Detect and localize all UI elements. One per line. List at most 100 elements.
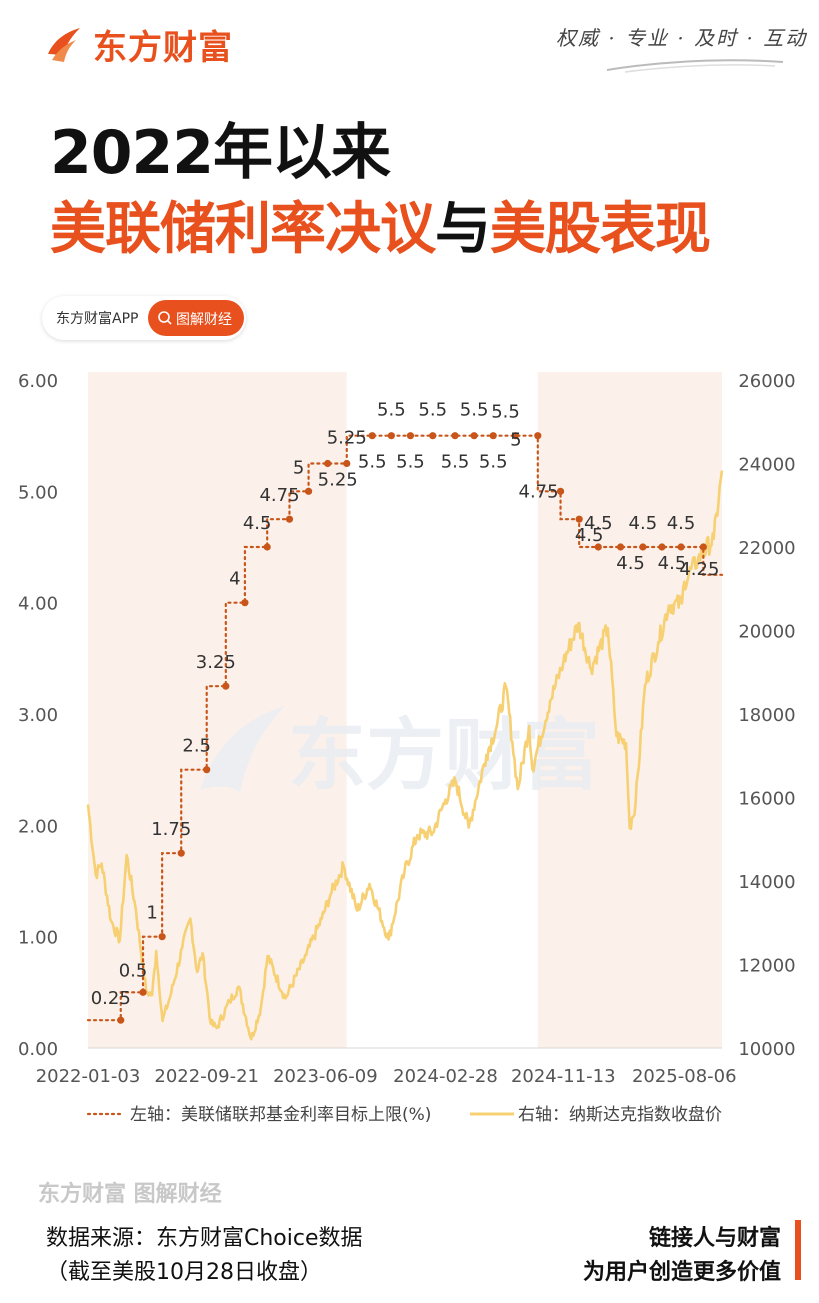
left-tick-label: 5.00 (18, 482, 58, 503)
rate-data-label: 5.25 (318, 470, 358, 491)
rate-marker (594, 543, 602, 551)
rate-data-label: 0.5 (119, 960, 148, 981)
title-us-stocks: 美股表现 (490, 197, 711, 262)
right-tick-label: 18000 (738, 705, 795, 726)
x-tick-label: 2023-06-09 (273, 1066, 378, 1087)
rate-marker (470, 432, 478, 440)
legend-nasdaq-label: 右轴：纳斯达克指数收盘价 (518, 1105, 722, 1125)
rate-marker (304, 487, 313, 495)
watermark-logo-icon (200, 706, 285, 792)
rate-data-label: 5.5 (377, 400, 406, 421)
rate-data-labels: 0.250.511.752.53.2544.54.7555.255.255.55… (91, 400, 720, 1010)
nasdaq-line (86, 470, 724, 1041)
legend: 左轴：美联储联邦基金利率目标上限(%) 右轴：纳斯达克指数收盘价 (86, 1105, 722, 1125)
data-cutoff-note: （截至美股10月28日收盘） (46, 1260, 322, 1285)
legend-rate-label: 左轴：美联储联邦基金利率目标上限(%) (130, 1105, 431, 1125)
left-tick-label: 3.00 (18, 705, 58, 726)
shaded-period-0 (88, 372, 347, 1048)
rate-marker (285, 515, 294, 523)
rate-marker (203, 766, 211, 774)
rate-data-label: 1 (146, 903, 157, 924)
rate-data-label: 5.5 (460, 400, 489, 421)
slogan-swoosh-decoration (606, 59, 784, 73)
slogan: 权威 · 专业 · 及时 · 互动 (556, 26, 808, 50)
tujie-caijing-label: 图解财经 (176, 312, 232, 328)
footer-watermark: 东方财富 图解财经 (38, 1182, 222, 1207)
chart-watermark: 东方财富 (200, 706, 600, 801)
rate-marker (616, 543, 625, 551)
rate-marker (429, 432, 437, 440)
rate-marker (451, 432, 459, 440)
shaded-period-1 (537, 372, 722, 1048)
tagline-2: 为用户创造更多价值 (582, 1260, 781, 1285)
search-icon (158, 311, 172, 325)
rate-marker (575, 515, 583, 523)
rate-data-label: 4.5 (584, 513, 613, 534)
rate-marker (324, 459, 332, 468)
tagline-1: 链接人与财富 (648, 1226, 781, 1251)
rate-data-label: 5.5 (479, 452, 508, 473)
rate-marker (263, 543, 271, 551)
tujie-caijing-button[interactable]: 图解财经 (148, 300, 244, 336)
rate-data-label: 4.5 (575, 525, 604, 546)
rate-marker (699, 543, 707, 551)
fed-rate-nasdaq-chart: 东方财富 0.001.002.003.004.005.006.001000012… (18, 371, 796, 1125)
rate-data-label: 5.5 (396, 452, 425, 473)
x-tick-label: 2024-11-13 (511, 1066, 616, 1087)
right-tick-label: 20000 (738, 622, 795, 643)
rate-data-label: 0.25 (91, 988, 131, 1009)
rate-data-label: 3.25 (196, 652, 236, 673)
app-pill[interactable]: 东方财富APP 图解财经 (42, 296, 246, 340)
left-tick-label: 1.00 (18, 928, 58, 949)
rate-marker (139, 988, 147, 996)
watermark-text: 东方财富 (288, 711, 600, 801)
rate-data-label: 5 (510, 430, 521, 451)
rate-marker (368, 432, 376, 440)
page-title-line1: 2022年以来 (50, 118, 391, 188)
rate-marker (222, 682, 230, 690)
rate-data-label: 5.5 (418, 400, 447, 421)
rate-data-label: 4 (229, 569, 240, 590)
data-source: 数据来源：东方财富Choice数据 (46, 1226, 363, 1251)
rate-data-label: 5.5 (491, 402, 520, 423)
nasdaq-series (86, 470, 724, 1041)
left-tick-label: 6.00 (18, 371, 58, 392)
rate-marker (511, 432, 520, 440)
rate-data-label: 5.5 (358, 452, 387, 473)
x-tick-label: 2024-02-28 (393, 1066, 498, 1087)
left-tick-label: 0.00 (18, 1039, 58, 1060)
rate-marker (343, 459, 351, 468)
page-title-line2: 美联储利率决议与美股表现 (50, 184, 711, 265)
axes: 0.001.002.003.004.005.006.00100001200014… (18, 371, 796, 1087)
rate-marker (387, 432, 395, 440)
title-fed-decision: 美联储利率决议 (50, 197, 436, 262)
rate-data-label: 4.75 (259, 485, 299, 506)
left-tick-label: 2.00 (18, 816, 58, 837)
right-tick-label: 14000 (738, 872, 795, 893)
right-tick-label: 10000 (738, 1039, 795, 1060)
rate-marker (406, 432, 415, 440)
rate-data-label: 4.5 (658, 553, 687, 574)
rate-data-label: 4.5 (629, 513, 658, 534)
title-and: 与 (435, 197, 491, 262)
right-tick-label: 22000 (738, 538, 795, 559)
rate-marker (658, 543, 666, 551)
rate-data-label: 5.5 (441, 452, 470, 473)
eastmoney-logo-icon (48, 28, 80, 62)
x-tick-label: 2022-01-03 (36, 1066, 141, 1087)
right-tick-label: 16000 (738, 789, 795, 810)
x-tick-label: 2022-09-21 (154, 1066, 259, 1087)
rate-marker (177, 849, 185, 857)
right-tick-label: 12000 (738, 956, 795, 977)
rate-series (86, 432, 724, 1024)
brand-name: 东方财富 (93, 28, 233, 68)
x-tick-label: 2025-08-06 (632, 1066, 737, 1087)
rate-data-label: 1.75 (151, 819, 191, 840)
app-pill-label: 东方财富APP (56, 311, 139, 327)
rate-marker (677, 543, 685, 551)
rate-marker (241, 599, 249, 607)
rate-marker (489, 432, 497, 440)
rate-marker (534, 432, 542, 440)
right-tick-label: 26000 (738, 371, 795, 392)
rate-data-label: 4.5 (243, 513, 272, 534)
